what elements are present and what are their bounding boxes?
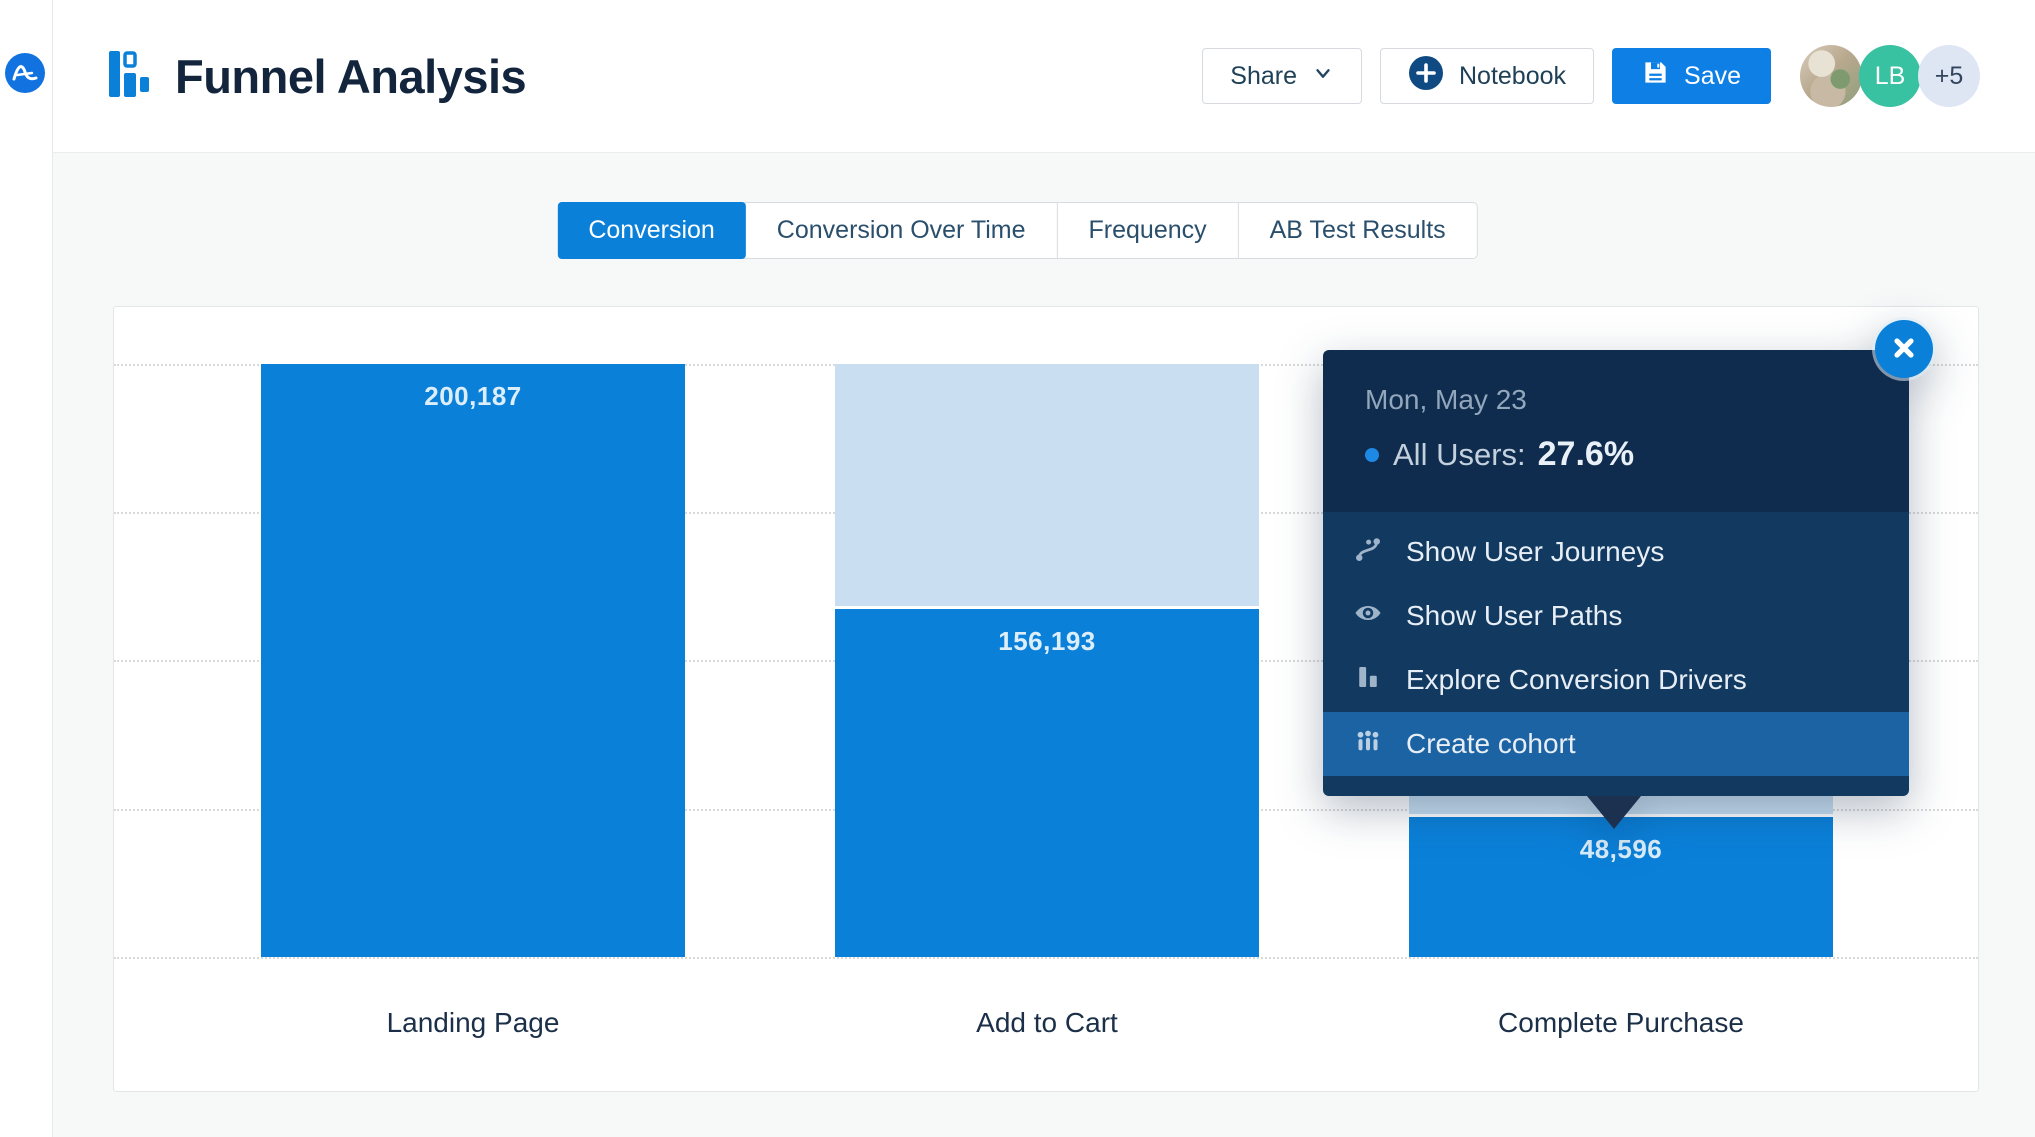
series-dot: [1365, 447, 1379, 462]
menu-item-create-cohort[interactable]: Create cohort: [1323, 712, 1909, 776]
avatar-initials[interactable]: LB: [1859, 45, 1921, 107]
tooltip-series-label: All Users:: [1393, 436, 1526, 472]
page-title: Funnel Analysis: [175, 49, 527, 103]
plus-circle-icon: [1408, 55, 1444, 98]
tooltip-date: Mon, May 23: [1365, 384, 1527, 415]
tooltip-arrow: [1587, 796, 1641, 829]
funnel-bar-add-to-cart: 156,193: [835, 364, 1259, 957]
bar-segment-converted[interactable]: 156,193: [835, 605, 1259, 957]
tab-conversion-over-time[interactable]: Conversion Over Time: [776, 216, 1026, 244]
title-group: Funnel Analysis: [109, 48, 527, 105]
tab-ab-test-results[interactable]: AB Test Results: [1237, 203, 1477, 258]
gridline: [114, 957, 1978, 959]
bar-value-label: 156,193: [998, 625, 1096, 656]
funnel-bars-icon: [109, 48, 149, 105]
menu-item-show-user-journeys[interactable]: Show User Journeys: [1323, 520, 1909, 584]
save-button-label: Save: [1684, 61, 1741, 90]
people-icon: [1353, 726, 1383, 763]
tooltip-value: 27.6%: [1537, 435, 1635, 473]
bar-chart-icon: [1353, 662, 1383, 699]
tab-conversion[interactable]: Conversion: [557, 202, 746, 259]
bar-value-label: 48,596: [1579, 834, 1663, 865]
menu-item-label: Create cohort: [1406, 728, 1576, 759]
menu-item-label: Show User Paths: [1406, 600, 1623, 631]
eye-icon: [1353, 598, 1383, 635]
x-axis-label: Landing Page: [386, 1007, 560, 1038]
view-tabs: Conversion Conversion Over Time Frequenc…: [557, 202, 1478, 259]
floppy-disk-icon: [1642, 59, 1669, 93]
avatar-overflow-count[interactable]: +5: [1918, 45, 1980, 107]
user-journeys-icon: [1353, 534, 1383, 571]
bar-segment-converted[interactable]: 200,187: [261, 364, 685, 957]
header-actions: Share Notebook: [1202, 45, 1980, 107]
bar-value-label: 200,187: [424, 381, 522, 411]
chevron-down-icon: [1312, 62, 1334, 91]
notebook-button-label: Notebook: [1458, 61, 1567, 90]
x-axis-label: Add to Cart: [976, 1007, 1118, 1038]
share-button-label: Share: [1230, 61, 1297, 90]
close-tooltip-button[interactable]: [1875, 320, 1933, 378]
sidebar: [0, 0, 53, 1137]
bar-segment-converted[interactable]: 48,596: [1409, 814, 1833, 957]
tooltip-menu: Show User Journeys Show User Paths: [1323, 512, 1909, 796]
header: Funnel Analysis Share Notebook: [53, 0, 2035, 153]
notebook-button[interactable]: Notebook: [1379, 48, 1595, 104]
share-button[interactable]: Share: [1202, 48, 1362, 104]
tooltip-series-row: All Users: 27.6%: [1365, 435, 1909, 474]
menu-item-show-user-paths[interactable]: Show User Paths: [1323, 584, 1909, 648]
x-axis-label: Complete Purchase: [1498, 1007, 1744, 1038]
datapoint-tooltip: Mon, May 23 All Users: 27.6% Show User J…: [1323, 320, 1933, 829]
avatar-photo[interactable]: [1800, 45, 1862, 107]
tab-frequency[interactable]: Frequency: [1056, 203, 1238, 258]
tooltip-header: Mon, May 23 All Users: 27.6%: [1323, 350, 1909, 512]
avatar-group: LB +5: [1800, 45, 1980, 107]
menu-item-label: Show User Journeys: [1406, 536, 1665, 567]
menu-item-label: Explore Conversion Drivers: [1406, 664, 1747, 695]
amplitude-logo[interactable]: [5, 53, 45, 93]
x-icon: [1890, 334, 1918, 365]
menu-item-explore-conversion-drivers[interactable]: Explore Conversion Drivers: [1323, 648, 1909, 712]
save-button[interactable]: Save: [1612, 48, 1771, 104]
funnel-bar-landing-page: 200,187: [261, 364, 685, 957]
